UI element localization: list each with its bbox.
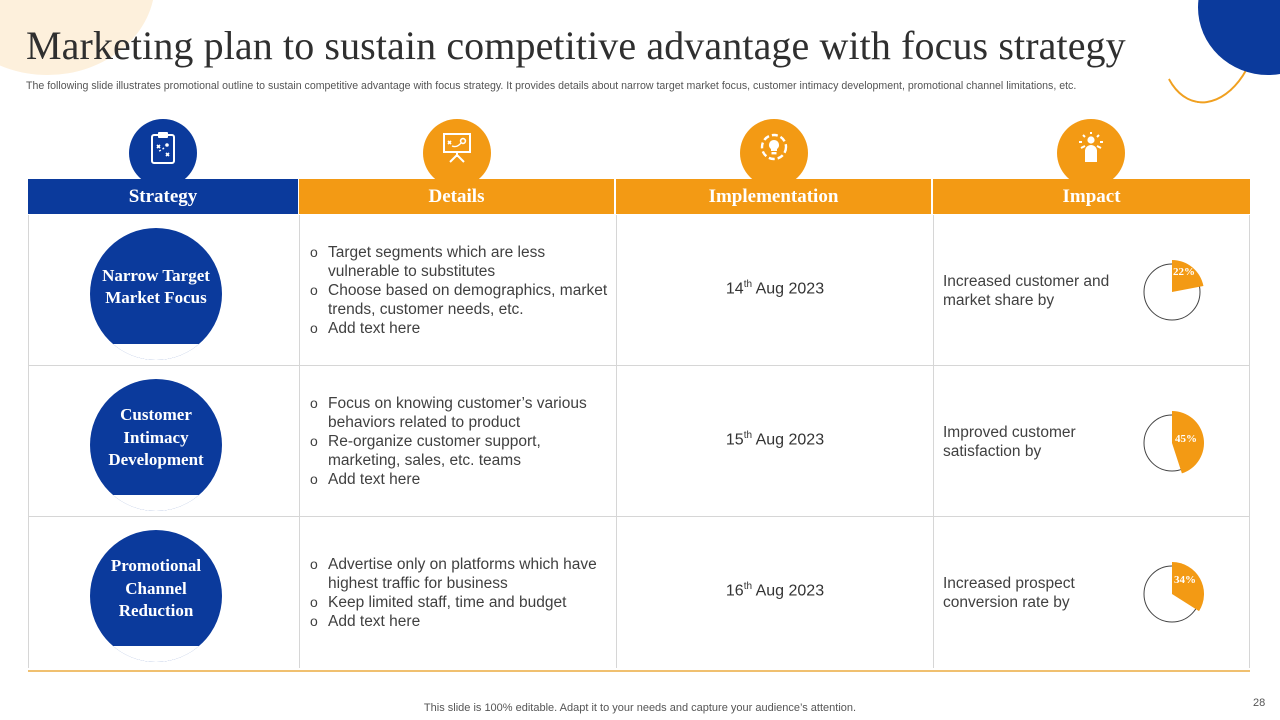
- impact-percentage: 45%: [1175, 433, 1197, 445]
- table-row: Customer Intimacy Development Focus on k…: [28, 366, 1250, 517]
- strategy-cell: Promotional Channel Reduction: [28, 517, 299, 668]
- impact-text: Increased prospect conversion rate by: [943, 574, 1075, 611]
- impact-pie-chart: [1143, 260, 1204, 321]
- strategy-table: Strategy Details Implementation Impact N…: [28, 179, 1250, 672]
- presentation-board-icon: [423, 119, 491, 187]
- details-cell: Target segments which are less vulnerabl…: [299, 215, 616, 366]
- impact-cell: Increased customer and market share by 2…: [933, 215, 1250, 366]
- list-item: Re-organize customer support, marketing,…: [310, 432, 610, 470]
- strategy-label: Customer Intimacy Development: [108, 405, 204, 470]
- gear-bulb-icon: [740, 119, 808, 187]
- impact-cell: Increased prospect conversion rate by 34…: [933, 517, 1250, 668]
- strategy-cell: Customer Intimacy Development: [28, 366, 299, 517]
- strategy-circle: Customer Intimacy Development: [90, 379, 222, 511]
- list-item: Add text here: [310, 470, 610, 489]
- strategy-circle: Narrow Target Market Focus: [90, 228, 222, 360]
- impact-cell: Improved customer satisfaction by 45%: [933, 366, 1250, 517]
- slide-subtitle: The following slide illustrates promotio…: [26, 80, 1077, 92]
- impact-percentage: 34%: [1174, 574, 1196, 586]
- details-list: Target segments which are less vulnerabl…: [310, 215, 610, 366]
- impact-pie-chart: [1143, 562, 1204, 623]
- list-item: Focus on knowing customer’s various beha…: [310, 394, 610, 432]
- pie-slice: [1172, 260, 1204, 292]
- strategy-circle: Promotional Channel Reduction: [90, 530, 222, 662]
- implementation-date: 15th Aug 2023: [725, 429, 825, 449]
- strategy-label: Narrow Target Market Focus: [102, 265, 210, 308]
- header-details: Details: [299, 179, 614, 214]
- table-row: Promotional Channel Reduction Advertise …: [28, 517, 1250, 668]
- pie-slice: [1172, 411, 1204, 474]
- pie-slice: [1172, 562, 1204, 612]
- implementation-cell: 14th Aug 2023: [616, 215, 933, 366]
- impact-text: Improved customer satisfaction by: [943, 423, 1076, 460]
- implementation-cell: 16th Aug 2023: [616, 517, 933, 668]
- slide-title: Marketing plan to sustain competitive ad…: [26, 23, 1126, 68]
- strategy-label: Promotional Channel Reduction: [110, 556, 202, 621]
- impact-pie-chart: [1143, 411, 1204, 474]
- slide-footer: This slide is 100% editable. Adapt it to…: [423, 702, 857, 714]
- idea-person-icon: [1057, 119, 1125, 187]
- implementation-cell: 15th Aug 2023: [616, 366, 933, 517]
- header-strategy: Strategy: [28, 179, 298, 214]
- implementation-date: 16th Aug 2023: [725, 581, 825, 600]
- strategy-cell: Narrow Target Market Focus: [28, 215, 299, 366]
- header-implementation: Implementation: [616, 179, 931, 214]
- implementation-date: 14th Aug 2023: [725, 278, 825, 298]
- header-impact: Impact: [933, 179, 1250, 214]
- details-list: Focus on knowing customer’s various beha…: [310, 366, 610, 517]
- list-item: Target segments which are less vulnerabl…: [310, 243, 610, 281]
- details-cell: Focus on knowing customer’s various beha…: [299, 366, 616, 517]
- list-item: Advertise only on platforms which have h…: [310, 555, 610, 593]
- list-item: Keep limited staff, time and budget: [310, 593, 610, 612]
- list-item: Choose based on demographics, market tre…: [310, 281, 610, 319]
- clipboard-icon: [129, 119, 197, 187]
- impact-text: Increased customer and market share by: [943, 272, 1110, 309]
- page-number: 28: [1253, 697, 1266, 709]
- list-item: Add text here: [310, 319, 610, 338]
- details-cell: Advertise only on platforms which have h…: [299, 517, 616, 668]
- details-list: Advertise only on platforms which have h…: [310, 517, 610, 668]
- list-item: Add text here: [310, 612, 610, 631]
- table-row: Narrow Target Market Focus Target segmen…: [28, 215, 1250, 366]
- impact-percentage: 22%: [1173, 266, 1195, 278]
